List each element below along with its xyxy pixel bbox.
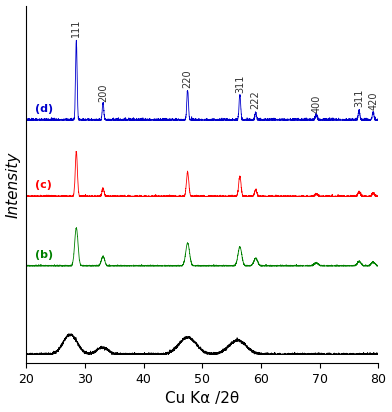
Text: 400: 400	[311, 94, 321, 113]
Text: 311: 311	[354, 89, 364, 107]
Y-axis label: Intensity: Intensity	[5, 151, 20, 218]
X-axis label: Cu Kα /2θ: Cu Kα /2θ	[165, 391, 240, 407]
Text: (d): (d)	[35, 104, 53, 114]
Text: 111: 111	[71, 19, 81, 37]
Text: (b): (b)	[35, 250, 53, 260]
Text: 420: 420	[368, 91, 378, 110]
Text: 220: 220	[183, 69, 192, 88]
Text: 222: 222	[251, 91, 261, 109]
Text: 200: 200	[98, 83, 108, 102]
Text: (c): (c)	[35, 180, 52, 190]
Text: 311: 311	[235, 74, 245, 93]
